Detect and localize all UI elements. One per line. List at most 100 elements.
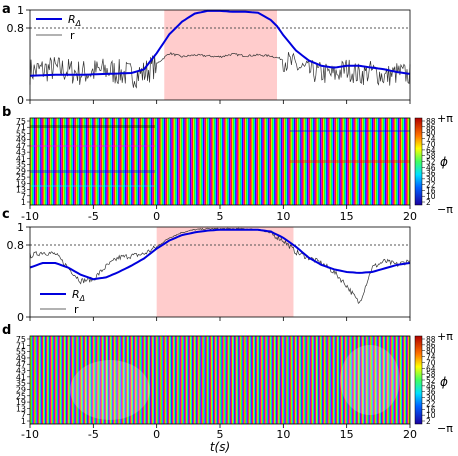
colorbar-tick-label: 64	[426, 146, 436, 155]
panel-c-legend: RΔ r	[40, 288, 85, 316]
y-tick-label: 35	[16, 379, 26, 388]
y-tick-label: 1	[21, 198, 26, 207]
x-axis-label: t(s)	[210, 440, 230, 454]
y-tick-label: 29	[16, 385, 26, 394]
panel-a: a 0 0.8 1 RΔ r	[2, 2, 411, 107]
colorbar-tick-label: 36	[426, 388, 436, 397]
y-tick-label: 0.8	[7, 22, 25, 35]
panel-d-x-ticks	[29, 424, 411, 428]
y-tick-label: 25	[16, 173, 26, 182]
x-tick-label: 20	[403, 210, 417, 223]
y-tick-label: 41	[16, 154, 26, 163]
y-tick-label: 7	[21, 192, 26, 201]
colorbar-tick-label: 88	[426, 117, 436, 126]
panel-c-legend-rdelta: RΔ	[72, 288, 85, 303]
x-tick-label: 20	[403, 428, 417, 441]
y-tick-label: 1	[17, 221, 24, 234]
y-tick-label: 13	[16, 186, 26, 195]
panel-d-colorbar	[414, 335, 423, 425]
y-tick-label: 71	[16, 341, 26, 350]
panel-a-series-rdelta	[29, 9, 411, 77]
x-tick-label: 0	[153, 210, 160, 223]
y-tick-label: 41	[16, 373, 26, 382]
panel-b-x-ticks	[29, 205, 411, 209]
x-tick-label: -5	[88, 210, 99, 223]
y-tick-label: 71	[16, 123, 26, 132]
y-tick-label: 49	[16, 136, 26, 145]
panel-c-letter: c	[2, 207, 10, 222]
colorbar-tick-label: 2	[426, 198, 431, 207]
colorbar-tick-label: 86	[426, 341, 436, 350]
x-tick-label: 15	[340, 210, 354, 223]
colorbar-tick-label: 10	[426, 411, 436, 420]
colorbar-tick-label: 16	[426, 405, 436, 414]
x-tick-label: 5	[217, 428, 224, 441]
colorbar-tick-label: 10	[426, 192, 436, 201]
y-tick-label: 7	[21, 411, 26, 420]
panel-b-phase-heatmap	[30, 118, 410, 205]
colorbar-tick-label: 36	[426, 169, 436, 178]
panel-c-legend-r: r	[74, 303, 79, 316]
colorbar-tick-label: 2	[426, 417, 431, 426]
y-tick-label: 29	[16, 167, 26, 176]
panel-b-letter: b	[2, 105, 11, 120]
x-tick-label: 0	[153, 428, 160, 441]
x-tick-label: -10	[21, 428, 39, 441]
colorbar-tick-label: 80	[426, 129, 436, 138]
panel-a-legend-rdelta: RΔ	[68, 13, 81, 28]
panel-d-phase-heatmap	[30, 336, 410, 424]
panel-b-x-tick-labels: -10 -5 0 5 10 15 20	[21, 210, 417, 223]
colorbar-tick-label: 46	[426, 163, 436, 172]
colorbar-tick-label: 58	[426, 370, 436, 379]
panel-d-colorbar-label: ϕ	[440, 375, 448, 389]
colorbar-tick-label: 86	[426, 123, 436, 132]
y-tick-label: 1	[21, 417, 26, 426]
panel-b-colorbar-top-label: +π	[437, 112, 453, 125]
y-tick-label: 49	[16, 354, 26, 363]
y-tick-label: 55	[16, 129, 26, 138]
panel-b-colorbar-bottom-label: −π	[437, 203, 453, 216]
colorbar-tick-label: 22	[426, 399, 436, 408]
colorbar-tick-label: 64	[426, 364, 436, 373]
panel-a-x-ticks	[29, 100, 411, 104]
panel-c: c 0 0.8 1 RΔ r	[2, 207, 411, 324]
colorbar-tick-label: 70	[426, 358, 436, 367]
x-tick-label: -5	[88, 428, 99, 441]
x-tick-label: 15	[340, 428, 354, 441]
panel-c-x-ticks	[29, 317, 411, 321]
colorbar-tick-label: 70	[426, 140, 436, 149]
y-tick-label: 0.8	[7, 239, 25, 252]
y-tick-label: 47	[16, 142, 26, 151]
panel-a-legend-r: r	[70, 29, 75, 42]
panel-d-x-tick-labels: -10 -5 0 5 10 15 20	[21, 428, 417, 441]
panel-b-colorbar	[414, 117, 423, 206]
colorbar-tick-label: 30	[426, 394, 436, 403]
colorbar-tick-label: 22	[426, 181, 436, 190]
y-tick-label: 35	[16, 161, 26, 170]
panel-a-letter: a	[2, 2, 11, 17]
colorbar-tick-label: 46	[426, 382, 436, 391]
panel-c-series-rdelta	[29, 228, 411, 281]
y-tick-label: 19	[16, 398, 26, 407]
colorbar-tick-label: 74	[426, 353, 436, 362]
y-tick-label: 25	[16, 392, 26, 401]
x-tick-label: -10	[21, 210, 39, 223]
panel-d-colorbar-top-label: +π	[437, 330, 453, 343]
y-tick-label: 47	[16, 360, 26, 369]
y-tick-label: 43	[16, 367, 26, 376]
colorbar-tick-label: 52	[426, 376, 436, 385]
colorbar-tick-label: 16	[426, 186, 436, 195]
y-tick-label: 75	[16, 335, 26, 344]
y-tick-label: 1	[17, 4, 24, 17]
y-tick-label: 0	[17, 94, 24, 107]
y-tick-label: 55	[16, 348, 26, 357]
y-tick-label: 43	[16, 148, 26, 157]
y-tick-label: 13	[16, 404, 26, 413]
y-tick-label: 75	[16, 117, 26, 126]
